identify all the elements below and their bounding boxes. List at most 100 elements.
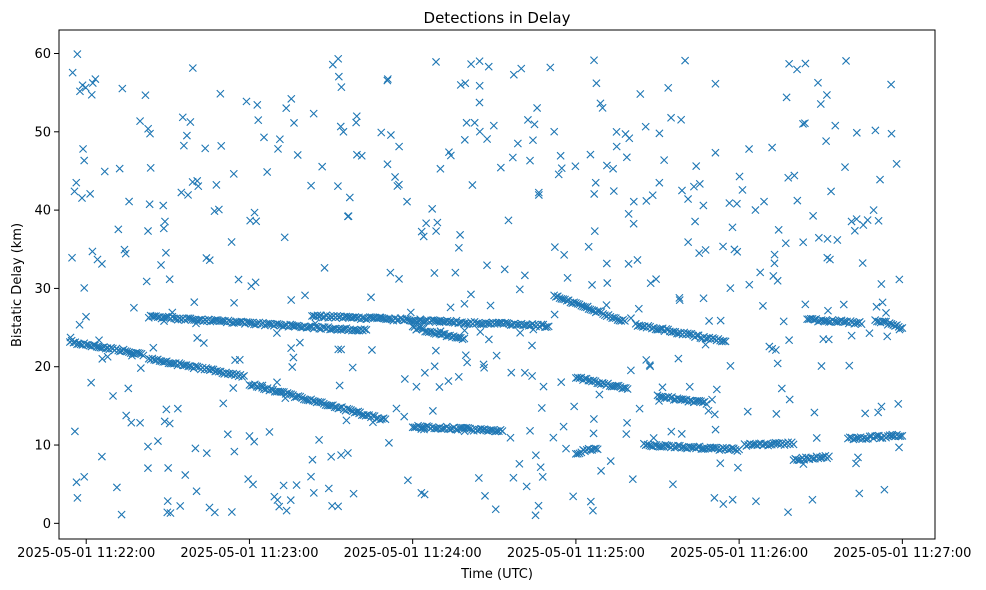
data-point xyxy=(491,505,500,514)
data-point xyxy=(313,311,322,320)
data-point xyxy=(691,217,700,226)
data-point xyxy=(210,207,219,216)
data-point xyxy=(352,408,361,417)
data-point xyxy=(674,354,683,363)
data-point xyxy=(635,404,644,413)
data-point xyxy=(586,150,595,159)
data-point xyxy=(528,136,537,145)
data-point xyxy=(539,382,548,391)
data-point xyxy=(454,372,463,381)
data-point xyxy=(895,275,904,284)
data-point xyxy=(538,472,547,481)
data-point xyxy=(841,163,850,172)
data-point xyxy=(351,312,360,321)
data-point xyxy=(708,395,717,404)
data-point xyxy=(878,298,887,307)
data-point xyxy=(68,68,77,77)
data-point xyxy=(517,64,526,73)
data-point xyxy=(768,344,777,353)
data-point xyxy=(118,84,127,93)
data-point xyxy=(230,298,239,307)
data-point xyxy=(895,325,904,334)
data-point xyxy=(141,91,150,100)
data-point xyxy=(362,325,371,334)
data-point xyxy=(75,320,84,329)
data-point xyxy=(87,90,96,99)
data-point xyxy=(877,280,886,289)
data-point xyxy=(238,372,247,381)
data-point xyxy=(871,126,880,135)
data-point xyxy=(461,79,470,88)
data-point xyxy=(127,418,136,427)
data-point xyxy=(468,181,477,190)
data-point xyxy=(823,234,832,243)
data-point xyxy=(799,238,808,247)
data-point xyxy=(887,129,896,138)
data-point xyxy=(178,113,187,122)
y-tick-label: 60 xyxy=(34,47,51,62)
data-point xyxy=(337,451,346,460)
data-point xyxy=(342,416,351,425)
data-point xyxy=(377,414,386,423)
data-point xyxy=(701,340,710,349)
data-point xyxy=(719,337,728,346)
data-point xyxy=(311,319,320,328)
data-point xyxy=(430,269,439,278)
data-point xyxy=(145,200,154,209)
data-point xyxy=(86,189,95,198)
data-point xyxy=(263,168,272,176)
data-point xyxy=(431,346,440,355)
data-point xyxy=(674,441,683,450)
data-point xyxy=(420,368,429,377)
data-point xyxy=(528,372,537,381)
data-point xyxy=(595,390,604,399)
data-point xyxy=(173,404,182,413)
data-point xyxy=(335,381,344,390)
data-point xyxy=(159,224,168,233)
x-tick-label: 2025-05-01 11:23:00 xyxy=(180,546,318,561)
data-point xyxy=(633,255,642,264)
data-point xyxy=(352,112,361,121)
data-point xyxy=(352,150,361,159)
data-point xyxy=(675,296,684,305)
data-point xyxy=(593,445,602,454)
data-point xyxy=(692,162,701,171)
data-point xyxy=(420,490,429,499)
data-point xyxy=(109,391,117,400)
data-point xyxy=(898,431,907,440)
data-point xyxy=(785,59,794,68)
data-point xyxy=(286,496,295,505)
data-point xyxy=(537,403,546,412)
data-point xyxy=(719,499,728,508)
data-point xyxy=(768,143,777,152)
data-point xyxy=(470,118,479,127)
data-point xyxy=(393,182,402,190)
data-point xyxy=(699,201,708,210)
data-point xyxy=(623,418,632,427)
data-point xyxy=(79,144,88,153)
data-point xyxy=(408,423,417,432)
data-point xyxy=(400,412,409,421)
data-point xyxy=(230,447,239,456)
data-point xyxy=(758,301,767,310)
data-point xyxy=(97,452,106,461)
data-point xyxy=(589,429,598,438)
data-point xyxy=(751,206,760,215)
data-point xyxy=(435,382,444,391)
data-point xyxy=(693,442,702,451)
data-point xyxy=(484,62,493,71)
data-point xyxy=(282,104,291,113)
data-point xyxy=(667,113,676,122)
data-point xyxy=(801,59,810,68)
data-point xyxy=(325,401,334,410)
data-point xyxy=(896,432,905,441)
data-point xyxy=(327,452,336,461)
data-point xyxy=(223,430,232,439)
data-point xyxy=(73,493,82,502)
data-point xyxy=(70,187,79,196)
data-point xyxy=(711,425,720,434)
data-point xyxy=(648,191,657,200)
data-point xyxy=(224,316,233,325)
data-point xyxy=(771,438,780,447)
data-point xyxy=(745,280,754,289)
